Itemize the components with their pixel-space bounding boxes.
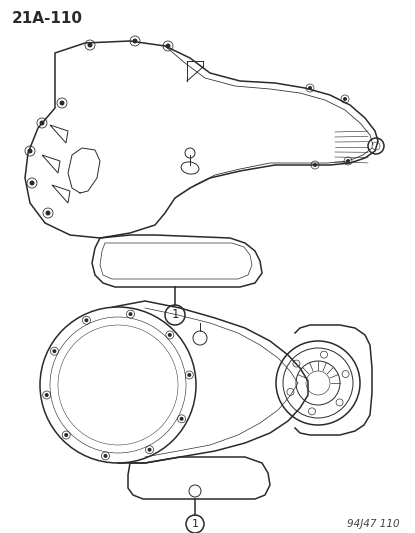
Circle shape (46, 211, 51, 215)
Circle shape (64, 433, 68, 437)
Circle shape (187, 373, 191, 377)
Circle shape (148, 448, 151, 451)
Circle shape (39, 120, 44, 125)
Text: 94J47 110: 94J47 110 (347, 519, 400, 529)
Circle shape (180, 417, 183, 421)
Text: 1: 1 (171, 309, 179, 321)
Circle shape (103, 454, 107, 458)
Circle shape (29, 181, 34, 185)
Circle shape (27, 149, 32, 154)
Circle shape (132, 38, 137, 44)
Circle shape (88, 43, 93, 47)
Circle shape (313, 163, 317, 167)
Circle shape (166, 44, 171, 49)
Circle shape (59, 101, 64, 106)
Circle shape (129, 312, 132, 316)
Circle shape (168, 333, 172, 337)
Circle shape (343, 97, 347, 101)
Circle shape (45, 393, 49, 397)
Circle shape (84, 318, 88, 322)
Circle shape (52, 349, 56, 353)
Circle shape (308, 86, 312, 90)
Text: 1: 1 (191, 519, 198, 529)
Text: 21A-110: 21A-110 (12, 11, 83, 26)
Circle shape (346, 159, 350, 163)
